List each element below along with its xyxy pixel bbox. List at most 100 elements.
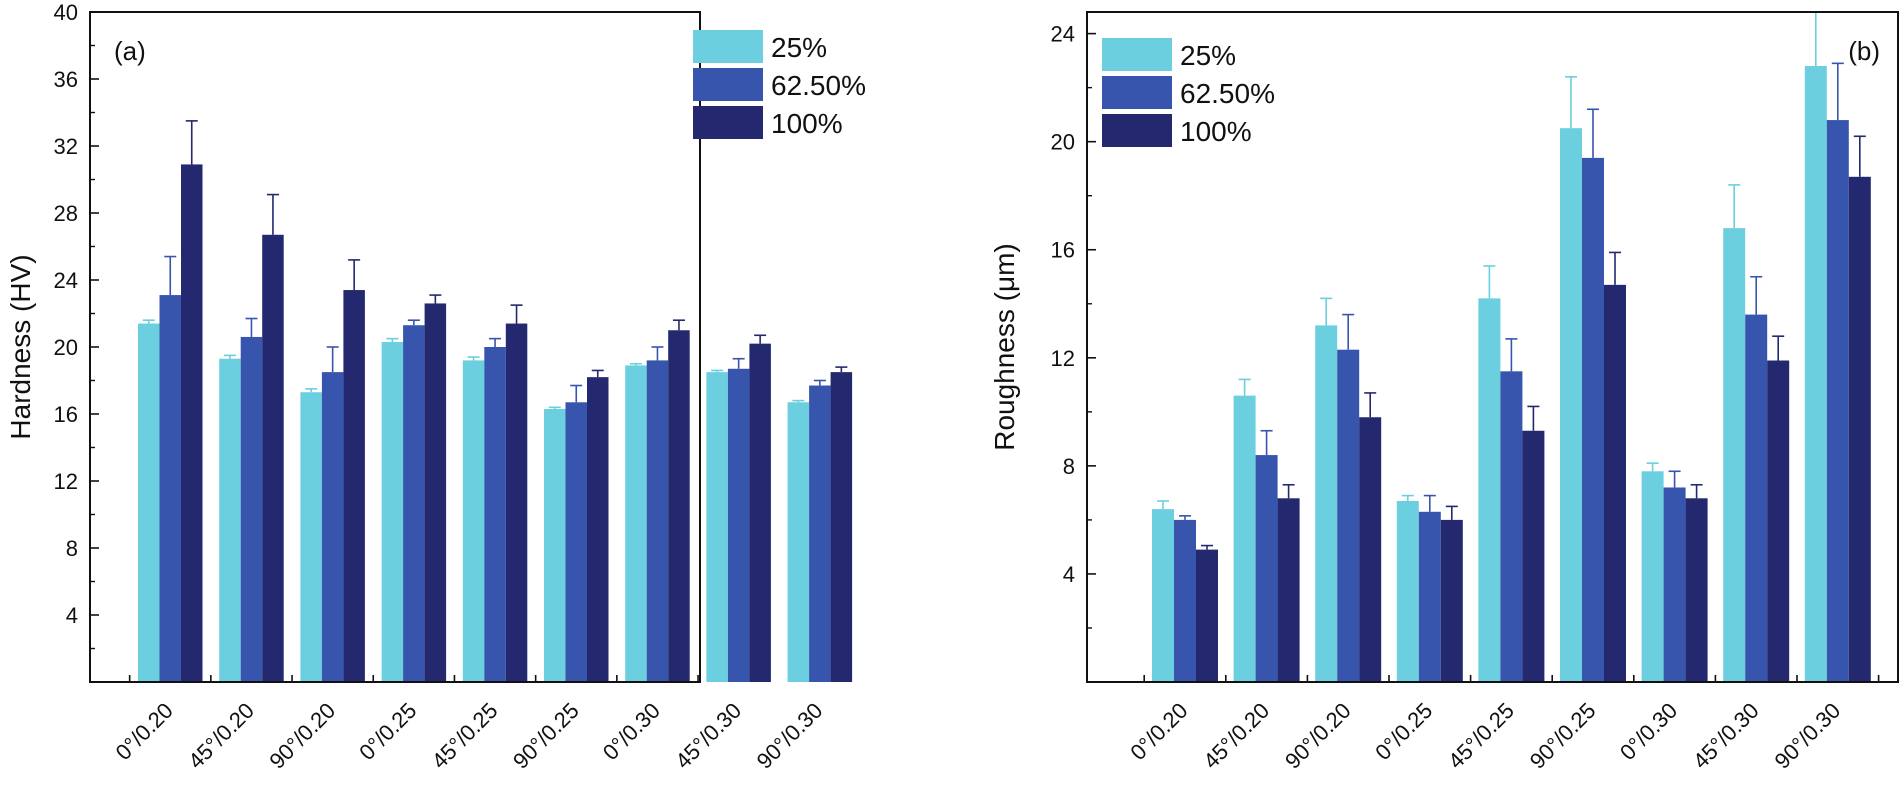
legend-swatch <box>693 68 763 101</box>
y-tick-label: 8 <box>1063 454 1075 479</box>
roughness-chart: 0°/0.20 45°/0.20 90°/0.20 0°/0.25 45°/0.25 90… <box>989 11 1899 774</box>
x-tick-label: 0°/0.20 <box>1125 698 1192 765</box>
bar-100-4 <box>1522 430 1545 682</box>
bar-62-50-5 <box>1582 157 1604 683</box>
bar-25-1 <box>1233 395 1256 682</box>
legend-swatch <box>1102 76 1172 109</box>
x-tick-label: 0°/0.25 <box>1370 698 1437 765</box>
x-tick-label: 90°/0.20 <box>264 698 340 774</box>
bar-100-5 <box>1604 284 1626 682</box>
bar-25-5 <box>1560 128 1582 682</box>
bar-62-50-1 <box>240 336 263 682</box>
bar-62-50-7 <box>727 368 750 682</box>
x-tick-label: 45°/0.20 <box>183 698 259 774</box>
y-tick-label: 40 <box>54 0 78 25</box>
bar-62-50-8 <box>1826 120 1849 682</box>
y-tick-label: 8 <box>66 536 78 561</box>
bar-25-2 <box>1315 325 1338 682</box>
bar-100-8 <box>830 372 853 682</box>
bar-100-8 <box>1848 176 1871 682</box>
y-tick-label: 4 <box>1063 562 1075 587</box>
bar-100-0 <box>181 164 203 683</box>
y-tick-label: 20 <box>1051 130 1075 155</box>
y-tick-label: 16 <box>1051 238 1075 263</box>
x-tick-label: 45°/0.20 <box>1198 698 1274 774</box>
bar-62-50-3 <box>1418 511 1441 682</box>
bar-100-1 <box>262 234 284 682</box>
bar-100-5 <box>587 377 609 682</box>
x-tick-label: 0°/0.20 <box>111 698 178 765</box>
legend-label: 100% <box>771 108 843 139</box>
bar-62-50-2 <box>1337 349 1360 682</box>
y-tick-label: 12 <box>1051 346 1075 371</box>
bar-25-3 <box>1396 500 1419 682</box>
x-tick-label: 90°/0.30 <box>752 698 828 774</box>
bar-100-7 <box>749 343 771 682</box>
bar-62-50-7 <box>1745 314 1768 682</box>
bar-62-50-5 <box>565 402 587 682</box>
y-tick-label: 28 <box>54 201 78 226</box>
bar-25-3 <box>381 341 404 682</box>
legend-label: 62.50% <box>1180 78 1275 109</box>
bar-25-4 <box>1478 298 1501 682</box>
bar-100-0 <box>1196 549 1218 682</box>
bar-25-6 <box>625 365 647 682</box>
y-axis-title: Hardness (HV) <box>5 254 36 439</box>
bar-62-50-3 <box>403 325 425 682</box>
bar-25-0 <box>138 323 160 682</box>
bar-62-50-0 <box>159 295 181 682</box>
bar-62-50-6 <box>646 360 669 682</box>
bar-100-1 <box>1277 498 1300 682</box>
x-tick-label: 0°/0.25 <box>354 698 421 765</box>
x-tick-label: 90°/0.20 <box>1280 698 1356 774</box>
bar-100-3 <box>424 303 447 682</box>
legend-swatch <box>693 106 763 139</box>
bar-62-50-4 <box>1500 371 1523 682</box>
bar-100-6 <box>1685 498 1708 682</box>
bar-62-50-1 <box>1255 455 1278 682</box>
y-tick-label: 20 <box>54 335 78 360</box>
panel-label: (a) <box>114 36 146 66</box>
bar-25-2 <box>300 392 322 682</box>
x-tick-label: 0°/0.30 <box>1615 698 1682 765</box>
bar-25-5 <box>544 408 566 682</box>
hardness-chart: 0°/0.20 45°/0.20 90°/0.20 0°/0.25 45°/0.25 90… <box>5 0 866 774</box>
y-tick-label: 4 <box>66 603 78 628</box>
x-tick-label: 0°/0.30 <box>598 698 665 765</box>
legend-label: 62.50% <box>771 70 866 101</box>
y-tick-label: 36 <box>54 67 78 92</box>
x-tick-label: 45°/0.30 <box>670 698 746 774</box>
bar-25-7 <box>1723 228 1746 682</box>
bar-100-3 <box>1440 519 1463 682</box>
bar-100-6 <box>668 330 690 682</box>
legend-swatch <box>1102 38 1172 71</box>
y-tick-label: 16 <box>54 402 78 427</box>
y-tick-label: 32 <box>54 134 78 159</box>
legend-label: 25% <box>1180 40 1236 71</box>
legend-label: 100% <box>1180 116 1252 147</box>
y-tick-label: 24 <box>1051 22 1075 47</box>
bar-62-50-2 <box>321 372 344 682</box>
panel-label: (b) <box>1848 36 1880 66</box>
bar-100-4 <box>505 323 528 682</box>
bar-100-2 <box>343 290 365 682</box>
legend-swatch <box>693 30 763 63</box>
bar-25-1 <box>219 358 241 682</box>
bar-25-7 <box>706 372 728 682</box>
y-tick-label: 12 <box>54 469 78 494</box>
bar-25-8 <box>1804 66 1827 683</box>
legend-swatch <box>1102 114 1172 147</box>
bar-25-6 <box>1641 471 1664 682</box>
x-tick-label: 45°/0.30 <box>1688 698 1764 774</box>
bar-62-50-0 <box>1174 519 1196 682</box>
x-tick-label: 90°/0.25 <box>1525 698 1601 774</box>
bar-62-50-6 <box>1663 487 1686 682</box>
bar-100-2 <box>1359 417 1382 682</box>
bar-100-7 <box>1767 360 1790 682</box>
y-tick-label: 24 <box>54 268 78 293</box>
bar-62-50-4 <box>484 347 506 682</box>
plot-frame <box>1086 11 1899 683</box>
x-tick-label: 45°/0.25 <box>427 698 503 774</box>
x-tick-label: 90°/0.30 <box>1770 698 1846 774</box>
